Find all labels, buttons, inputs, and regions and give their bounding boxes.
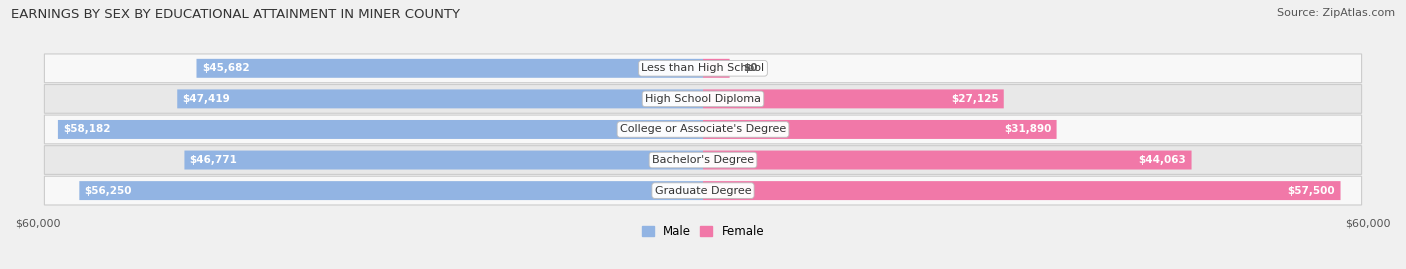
- FancyBboxPatch shape: [703, 89, 1004, 108]
- Text: High School Diploma: High School Diploma: [645, 94, 761, 104]
- Text: $0: $0: [742, 63, 758, 73]
- Legend: Male, Female: Male, Female: [641, 225, 765, 238]
- FancyBboxPatch shape: [45, 115, 1361, 144]
- FancyBboxPatch shape: [703, 181, 1340, 200]
- Text: $47,419: $47,419: [183, 94, 231, 104]
- Text: $58,182: $58,182: [63, 125, 111, 134]
- FancyBboxPatch shape: [703, 120, 1056, 139]
- Text: $44,063: $44,063: [1139, 155, 1187, 165]
- Text: Graduate Degree: Graduate Degree: [655, 186, 751, 196]
- Text: College or Associate's Degree: College or Associate's Degree: [620, 125, 786, 134]
- Text: $31,890: $31,890: [1004, 125, 1052, 134]
- FancyBboxPatch shape: [79, 181, 703, 200]
- FancyBboxPatch shape: [45, 176, 1361, 205]
- FancyBboxPatch shape: [184, 151, 703, 169]
- Text: $57,500: $57,500: [1288, 186, 1336, 196]
- Text: $45,682: $45,682: [202, 63, 249, 73]
- FancyBboxPatch shape: [58, 120, 703, 139]
- Text: EARNINGS BY SEX BY EDUCATIONAL ATTAINMENT IN MINER COUNTY: EARNINGS BY SEX BY EDUCATIONAL ATTAINMEN…: [11, 8, 460, 21]
- FancyBboxPatch shape: [45, 54, 1361, 83]
- FancyBboxPatch shape: [703, 151, 1191, 169]
- Text: $56,250: $56,250: [84, 186, 132, 196]
- FancyBboxPatch shape: [45, 84, 1361, 113]
- Text: $46,771: $46,771: [190, 155, 238, 165]
- FancyBboxPatch shape: [703, 59, 730, 78]
- FancyBboxPatch shape: [197, 59, 703, 78]
- FancyBboxPatch shape: [177, 89, 703, 108]
- Text: Bachelor's Degree: Bachelor's Degree: [652, 155, 754, 165]
- Text: $27,125: $27,125: [950, 94, 998, 104]
- FancyBboxPatch shape: [45, 146, 1361, 174]
- Text: Source: ZipAtlas.com: Source: ZipAtlas.com: [1277, 8, 1395, 18]
- Text: Less than High School: Less than High School: [641, 63, 765, 73]
